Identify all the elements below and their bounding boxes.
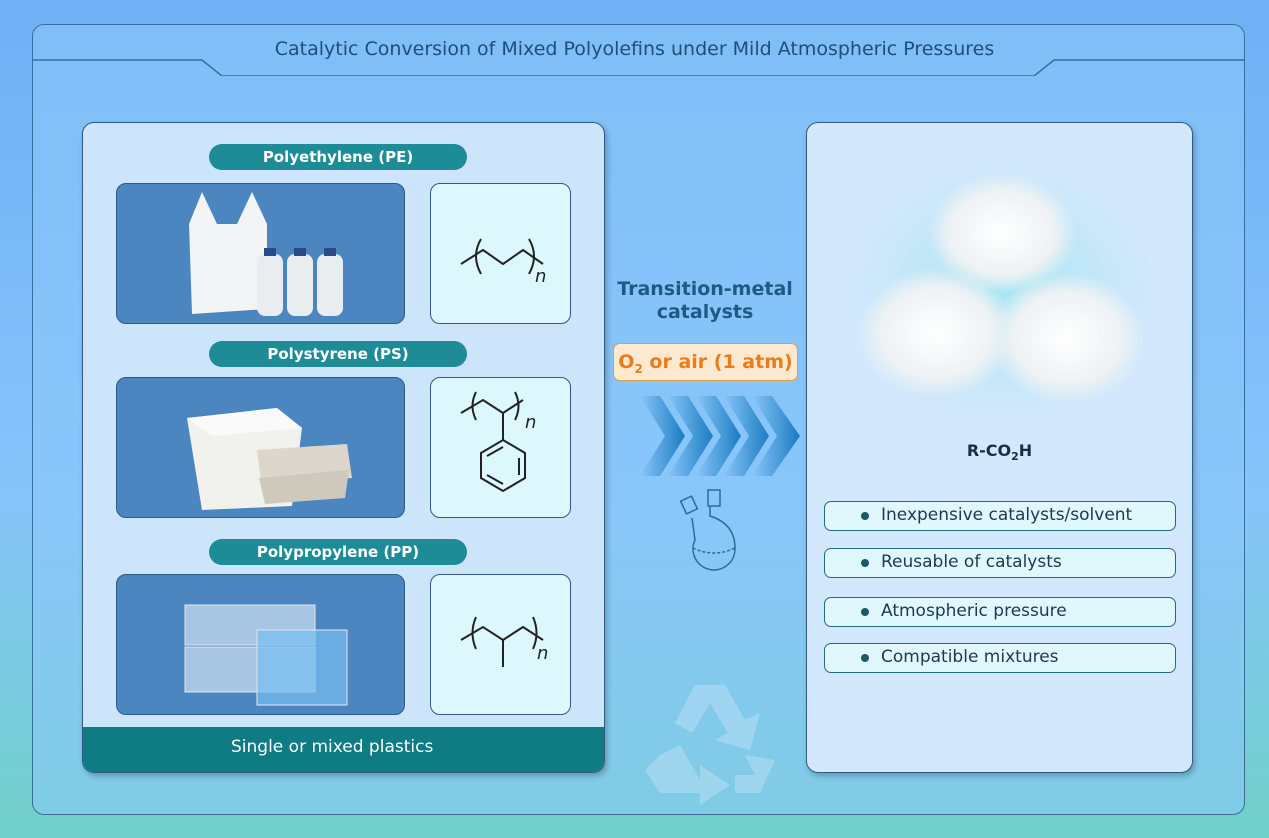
pp-n: n	[537, 643, 548, 664]
product-formula: R-CO2H	[807, 441, 1192, 463]
ps-structure: n	[430, 377, 571, 518]
title-banner	[32, 59, 1245, 76]
flask-icon	[679, 489, 736, 571]
pe-label: Polyethylene (PE)	[209, 144, 467, 170]
bullet-item: Atmospheric pressure	[824, 597, 1176, 627]
pp-structure: n	[430, 574, 571, 715]
condition-badge: O2 or air (1 atm)	[613, 343, 798, 381]
recycle-icon	[645, 685, 775, 805]
pp-label: Polypropylene (PP)	[209, 539, 467, 565]
chevron-arrow-icon	[640, 396, 800, 476]
pe-n: n	[535, 266, 546, 287]
bullet-item: Compatible mixtures	[824, 643, 1176, 673]
ps-label: Polystyrene (PS)	[209, 341, 467, 367]
bullet-item: Inexpensive catalysts/solvent	[824, 501, 1176, 531]
pe-structure: n	[430, 183, 571, 324]
o2-o: O	[618, 351, 635, 373]
ps-photo	[116, 377, 405, 518]
pp-photo	[116, 574, 405, 715]
formula-suffix: H	[1018, 441, 1033, 460]
page-title: Catalytic Conversion of Mixed Polyolefin…	[274, 38, 995, 60]
o2-rest: or air (1 atm)	[642, 351, 793, 373]
plastics-footer: Single or mixed plastics	[83, 727, 604, 772]
pe-photo	[116, 183, 405, 324]
ps-n: n	[525, 412, 536, 433]
product-panel: R-CO2H Inexpensive catalysts/solvent Reu…	[806, 122, 1193, 773]
formula-prefix: R-CO	[966, 441, 1012, 460]
bullet-item: Reusable of catalysts	[824, 548, 1176, 578]
o2-sub: 2	[634, 361, 643, 376]
powder-image	[847, 163, 1157, 423]
catalyst-label: Transition-metal catalysts	[617, 278, 793, 323]
plastics-panel: Polyethylene (PE) n Polystyrene (PS) n P…	[82, 122, 605, 773]
formula-sub: 2	[1011, 450, 1019, 464]
